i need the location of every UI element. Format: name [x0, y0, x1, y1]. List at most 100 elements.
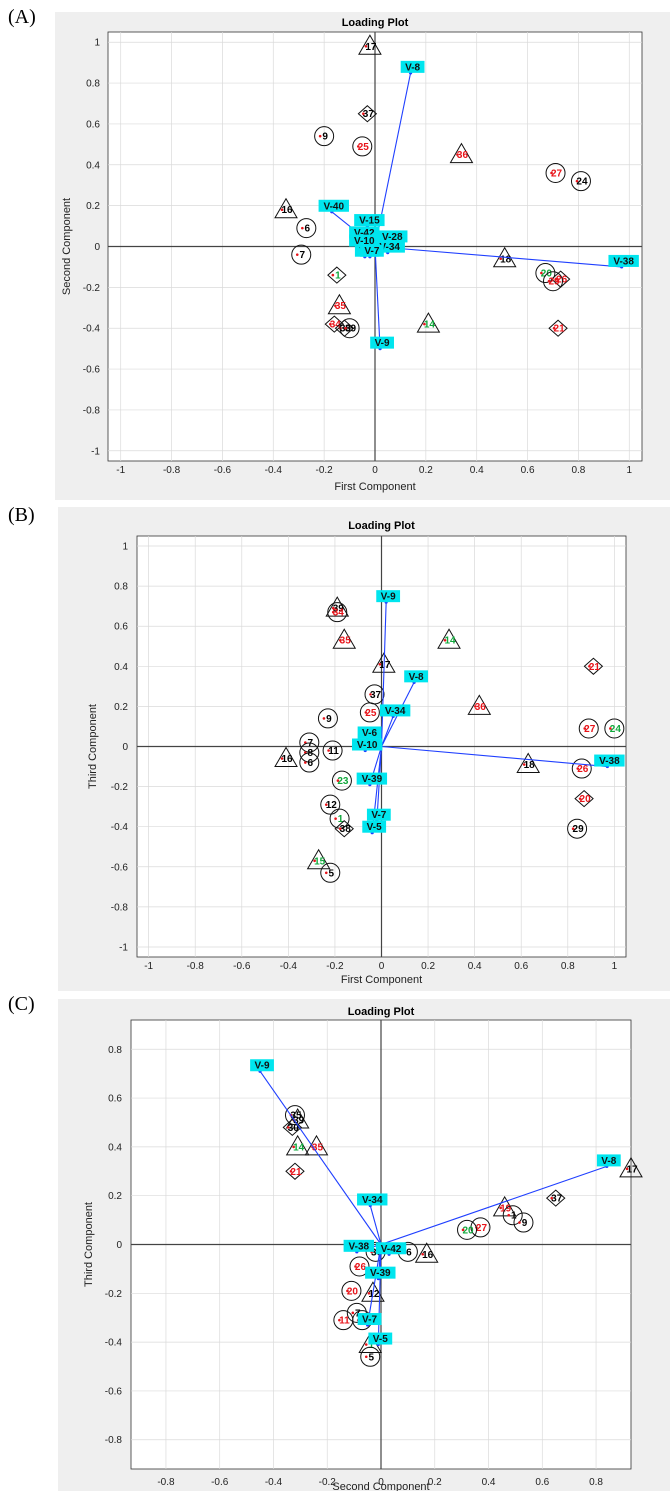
loading-vector: [367, 1244, 382, 1326]
y-tick-label: 0.8: [108, 1045, 122, 1056]
observation-dot: [369, 693, 372, 696]
vector-label-background: [594, 754, 625, 767]
observation-marker: [322, 740, 343, 761]
vector-label: V-28: [377, 230, 408, 243]
observation-label: 38: [340, 824, 352, 835]
loading-vector: [381, 745, 608, 768]
observation-label: 35: [290, 1111, 302, 1122]
vector-label-background: [365, 1266, 396, 1279]
vector-label-background: [377, 230, 408, 243]
vector-label: V-39: [365, 1266, 396, 1279]
observation-label: 11: [328, 746, 339, 757]
observation-dot: [571, 827, 575, 830]
observation-label: 23: [337, 776, 349, 787]
observation-point: 9: [314, 126, 335, 147]
observation-label: 35: [312, 1142, 324, 1153]
observation-dot: [364, 1343, 368, 1346]
observation-dot: [344, 326, 347, 330]
observation-marker: [282, 1118, 303, 1137]
observation-marker: [361, 1281, 385, 1302]
vector-label-text: V-40: [323, 201, 344, 212]
observation-label: 27: [551, 168, 563, 179]
observation-dot: [550, 1196, 554, 1200]
observation-dot: [550, 171, 553, 175]
x-tick-label: -0.8: [157, 1477, 175, 1488]
y-tick-label: -0.8: [83, 405, 101, 416]
vector-label: V-34: [379, 704, 411, 717]
observation-point: 30: [282, 1118, 303, 1137]
observation-dot: [364, 45, 368, 48]
vector-label-text: V-8: [409, 672, 424, 683]
observation-marker: [327, 293, 352, 315]
observation-label: 26: [577, 764, 589, 775]
vector-label-background: [360, 244, 384, 257]
observation-label: 17: [379, 660, 391, 671]
observation-marker: [332, 628, 357, 649]
observation-label: 9: [326, 714, 332, 725]
vector-label: V-7: [357, 1313, 382, 1326]
vector-label-text: V-10: [354, 236, 375, 247]
vector-label-text: V-7: [362, 1315, 377, 1326]
vector-label-text: V-5: [367, 822, 382, 833]
observation-label: 24: [610, 724, 622, 735]
observation-dot: [499, 257, 502, 261]
observation-label: 9: [322, 132, 328, 143]
y-tick-label: -0.6: [83, 365, 101, 376]
vector-label: V-7: [366, 808, 391, 821]
y-tick-label: 0.2: [114, 702, 128, 713]
observation-point: 12: [320, 794, 341, 815]
y-tick-label: -0.2: [83, 283, 101, 294]
vector-label-text: V-9: [375, 338, 390, 349]
y-tick-label: -0.4: [111, 822, 129, 833]
vector-label: V-9: [250, 1059, 274, 1072]
x-tick-label: -0.4: [280, 961, 298, 972]
vector-label: V-39: [356, 772, 388, 785]
observation-marker: [314, 126, 335, 147]
vector-label-text: V-34: [379, 242, 400, 253]
observation-marker: [285, 1108, 310, 1129]
loading-plot-c: -0.8 -0.6 -0.4 -0.2 0 0.2 0.4 0.6 0.8 -0.8 -0.6 -0.…: [58, 999, 670, 1491]
loading-vector: [380, 602, 387, 747]
observation-marker: [349, 1256, 370, 1277]
observation-label: 24: [576, 177, 588, 188]
observation-label: 39: [333, 604, 345, 615]
vector-label: V-42: [375, 1242, 407, 1255]
observation-marker: [299, 752, 320, 773]
y-tick-label: 0.2: [86, 201, 100, 212]
observation-marker: [327, 266, 347, 284]
observation-dot: [286, 1126, 290, 1129]
observation-marker: [548, 319, 568, 337]
observation-label: 6: [308, 758, 314, 769]
vector-label-background: [368, 1332, 393, 1345]
observation-marker: [619, 1156, 643, 1178]
x-tick-label: 0.8: [561, 961, 575, 972]
observation-point: 9: [513, 1212, 534, 1233]
vector-label-background: [343, 1239, 375, 1252]
observation-label: 12: [326, 800, 338, 811]
observation-dot: [351, 1311, 355, 1315]
observation-dot: [499, 1206, 502, 1210]
observation-point: 26: [571, 758, 592, 779]
observation-dot: [540, 271, 543, 275]
observation-marker: [358, 34, 382, 55]
observation-point: 17: [358, 34, 382, 55]
vector-label-background: [362, 820, 387, 833]
x-axis-label: First Component: [341, 974, 422, 986]
observation-point: 35: [332, 628, 357, 649]
observation-label: 25: [358, 142, 370, 153]
x-tick-label: -1: [144, 961, 153, 972]
observation-label: 1: [335, 271, 341, 282]
vector-label-background: [250, 1059, 274, 1072]
observation-point: 9: [317, 708, 338, 729]
observation-dot: [324, 803, 328, 806]
observation-point: 1: [327, 266, 347, 284]
x-tick-label: 1: [627, 465, 633, 476]
observation-dot: [547, 279, 551, 283]
vector-label-text: V-7: [364, 246, 379, 257]
loading-vector: [380, 1165, 607, 1246]
observation-label: 16: [281, 754, 293, 765]
observation-dot: [578, 797, 582, 800]
vector-label-background: [356, 772, 388, 785]
observation-dot: [362, 112, 365, 116]
observation-point: 16: [274, 746, 298, 768]
